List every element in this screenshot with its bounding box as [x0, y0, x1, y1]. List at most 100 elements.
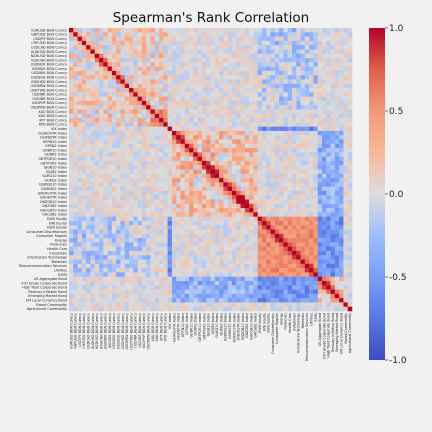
heatmap-cell: [82, 221, 87, 226]
heatmap-cell: [288, 221, 293, 226]
heatmap-cell: [133, 79, 138, 84]
heatmap-cell: [172, 131, 177, 136]
heatmap-cell: [193, 114, 198, 119]
heatmap-cell: [198, 281, 203, 286]
heatmap-cell: [258, 208, 263, 213]
heatmap-cell: [163, 302, 168, 307]
heatmap-cell: [339, 148, 344, 153]
heatmap-cell: [223, 230, 228, 235]
heatmap-cell: [176, 139, 181, 144]
heatmap-cell: [73, 290, 78, 295]
heatmap-cell: [146, 122, 151, 127]
heatmap-cell: [236, 208, 241, 213]
heatmap-cell: [241, 217, 246, 222]
heatmap-cell: [262, 307, 267, 312]
heatmap-cell: [236, 131, 241, 136]
heatmap-cell: [90, 157, 95, 162]
heatmap-cell: [215, 109, 220, 114]
heatmap-cell: [189, 204, 194, 209]
heatmap-cell: [103, 105, 108, 110]
heatmap-cell: [223, 157, 228, 162]
heatmap-cell: [103, 260, 108, 265]
heatmap-cell: [69, 79, 74, 84]
heatmap-cell: [262, 195, 267, 200]
heatmap-cell: [103, 148, 108, 153]
heatmap-cell: [86, 217, 91, 222]
heatmap-cell: [73, 230, 78, 235]
heatmap-cell: [241, 277, 246, 282]
heatmap-cell: [253, 131, 258, 136]
heatmap-cell: [129, 221, 134, 226]
heatmap-cell: [202, 79, 207, 84]
heatmap-cell: [296, 255, 301, 260]
heatmap-cell: [176, 200, 181, 205]
heatmap-cell: [305, 221, 310, 226]
heatmap-cell: [245, 54, 250, 59]
heatmap-cell: [86, 148, 91, 153]
heatmap-cell: [180, 212, 185, 217]
heatmap-cell: [78, 178, 83, 183]
heatmap-cell: [292, 238, 297, 243]
heatmap-cell: [211, 178, 216, 183]
heatmap-cell: [108, 225, 113, 230]
heatmap-cell: [185, 114, 190, 119]
heatmap-cell: [133, 307, 138, 312]
heatmap-cell: [142, 135, 147, 140]
heatmap-cell: [249, 264, 254, 269]
heatmap-cell: [112, 79, 117, 84]
heatmap-cell: [168, 109, 173, 114]
heatmap-cell: [129, 200, 134, 205]
heatmap-cell: [249, 88, 254, 93]
heatmap-cell: [296, 191, 301, 196]
heatmap-cell: [339, 49, 344, 54]
heatmap-cell: [232, 230, 237, 235]
heatmap-cell: [211, 217, 216, 222]
heatmap-cell: [73, 148, 78, 153]
heatmap-cell: [236, 165, 241, 170]
heatmap-cell: [271, 161, 276, 166]
heatmap-cell: [241, 127, 246, 132]
heatmap-cell: [258, 225, 263, 230]
heatmap-cell: [258, 182, 263, 187]
heatmap-cell: [241, 67, 246, 72]
heatmap-cell: [103, 62, 108, 67]
heatmap-cell: [78, 75, 83, 80]
heatmap-cell: [275, 75, 280, 80]
heatmap-cell: [219, 148, 224, 153]
heatmap-cell: [90, 247, 95, 252]
heatmap-cell: [120, 54, 125, 59]
heatmap-cell: [163, 170, 168, 175]
heatmap-cell: [275, 131, 280, 136]
heatmap-cell: [301, 221, 306, 226]
heatmap-cell: [275, 144, 280, 149]
heatmap-cell: [271, 109, 276, 114]
heatmap-cell: [326, 174, 331, 179]
heatmap-cell: [283, 84, 288, 89]
heatmap-cell: [108, 170, 113, 175]
heatmap-cell: [95, 79, 100, 84]
heatmap-cell: [112, 152, 117, 157]
heatmap-cell: [163, 285, 168, 290]
heatmap-cell: [129, 277, 134, 282]
heatmap-cell: [125, 170, 130, 175]
heatmap-cell: [138, 200, 143, 205]
heatmap-cell: [78, 191, 83, 196]
heatmap-cell: [180, 122, 185, 127]
heatmap-cell: [335, 28, 340, 33]
heatmap-cell: [150, 255, 155, 260]
heatmap-cell: [120, 187, 125, 192]
heatmap-cell: [99, 71, 104, 76]
heatmap-cell: [99, 135, 104, 140]
heatmap-cell: [331, 157, 336, 162]
heatmap-cell: [193, 84, 198, 89]
heatmap-cell: [69, 195, 74, 200]
heatmap-cell: [275, 54, 280, 59]
heatmap-cell: [142, 174, 147, 179]
heatmap-cell: [69, 41, 74, 46]
heatmap-cell: [163, 58, 168, 63]
heatmap-cell: [318, 225, 323, 230]
heatmap-cell: [150, 290, 155, 295]
heatmap-cell: [245, 208, 250, 213]
heatmap-cell: [193, 71, 198, 76]
heatmap-cell: [142, 101, 147, 106]
